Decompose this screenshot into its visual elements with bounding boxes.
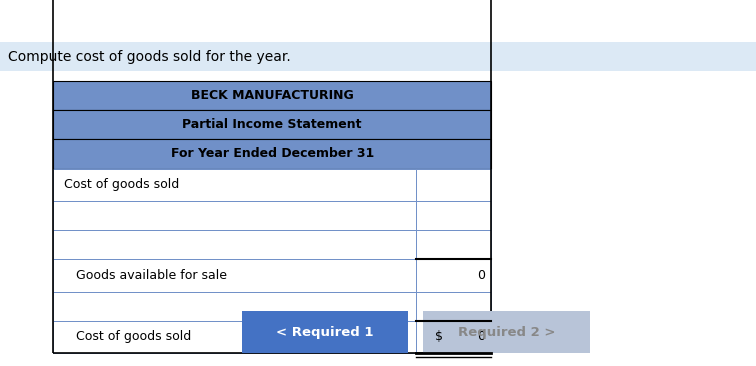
- FancyBboxPatch shape: [53, 110, 491, 139]
- FancyBboxPatch shape: [423, 311, 590, 353]
- Text: Goods available for sale: Goods available for sale: [76, 269, 227, 282]
- FancyBboxPatch shape: [53, 168, 416, 201]
- Text: < Required 1: < Required 1: [277, 325, 373, 339]
- FancyBboxPatch shape: [242, 311, 408, 353]
- Text: Partial Income Statement: Partial Income Statement: [182, 118, 362, 131]
- Text: Cost of goods sold: Cost of goods sold: [76, 330, 191, 343]
- FancyBboxPatch shape: [53, 259, 416, 292]
- Text: Required 2 >: Required 2 >: [458, 325, 555, 339]
- FancyBboxPatch shape: [53, 81, 491, 110]
- FancyBboxPatch shape: [53, 292, 416, 321]
- FancyBboxPatch shape: [53, 201, 416, 230]
- FancyBboxPatch shape: [0, 42, 756, 71]
- Text: BECK MANUFACTURING: BECK MANUFACTURING: [191, 89, 354, 102]
- FancyBboxPatch shape: [53, 321, 416, 353]
- FancyBboxPatch shape: [416, 201, 491, 230]
- Text: Compute cost of goods sold for the year.: Compute cost of goods sold for the year.: [8, 50, 290, 64]
- FancyBboxPatch shape: [416, 230, 491, 259]
- FancyBboxPatch shape: [416, 259, 491, 292]
- FancyBboxPatch shape: [53, 139, 491, 168]
- Text: Cost of goods sold: Cost of goods sold: [64, 178, 179, 191]
- Text: 0: 0: [477, 269, 485, 282]
- FancyBboxPatch shape: [416, 321, 491, 353]
- FancyBboxPatch shape: [416, 292, 491, 321]
- Text: $: $: [435, 330, 443, 343]
- FancyBboxPatch shape: [416, 168, 491, 201]
- Text: For Year Ended December 31: For Year Ended December 31: [171, 147, 373, 160]
- Text: 0: 0: [477, 330, 485, 343]
- FancyBboxPatch shape: [53, 230, 416, 259]
